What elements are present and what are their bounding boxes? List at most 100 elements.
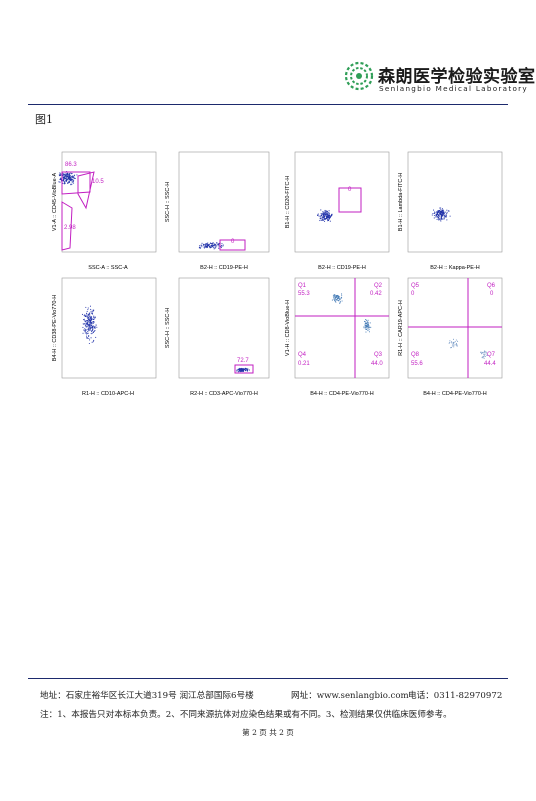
event-dot [212,242,214,244]
event-dot [204,245,206,247]
event-dot [440,220,442,222]
plot-7-q4: Q4 [298,352,307,358]
event-dot [84,330,86,332]
event-dot [324,218,326,221]
event-dot [247,368,249,370]
plot-7-canvas: Q1 55.3 Q2 0.42 Q4 0.21 Q3 44.0 B4-H :: … [285,277,390,397]
event-dot [86,325,88,327]
event-dot [442,212,444,214]
event-dot [329,215,331,218]
event-dot [201,246,203,248]
event-dot [214,244,216,246]
event-dot [92,341,94,343]
event-dot [88,335,90,337]
event-dot [201,242,203,244]
event-dot [82,332,84,334]
event-dot [340,296,342,298]
event-dot [245,370,247,372]
plot-7-q4-val: 0.21 [298,361,310,367]
event-dot [339,301,341,303]
event-dot [87,309,89,311]
event-dot [366,321,369,324]
event-dot [322,213,324,215]
event-dot [338,300,340,302]
footer-phone: 电话：0311-82970972 [408,691,503,701]
flow-plot-3: 0 B2-H :: CD19-PE-H B1-H :: CD20-FITC-H [283,148,395,272]
event-dot [215,244,217,246]
event-dot [240,369,242,371]
event-dot [68,176,71,178]
event-dot [88,337,90,339]
footer-website[interactable]: 网址：www.senlangbio.com [291,691,409,701]
report-header: 森朗医学检验实验室 Senlangbio Medical Laboratory [0,0,536,106]
event-dot [86,313,88,315]
event-dot [435,214,437,216]
event-dot [69,177,71,179]
event-dot [436,218,438,220]
event-dot [323,220,326,222]
event-dot [73,179,75,182]
event-dot [85,326,87,328]
plot-8-dots-a [448,338,459,349]
event-dot [86,315,88,317]
event-dot [240,367,243,369]
event-dot [335,296,337,299]
event-dot [71,172,73,175]
event-dot [323,215,326,217]
plot-3-ylabel: B1-H :: CD20-FITC-H [285,176,291,229]
event-dot [90,333,92,335]
event-dot [328,210,330,212]
event-dot [236,370,238,372]
event-dot [456,343,458,345]
event-dot [439,207,441,209]
event-dot [220,247,222,249]
event-dot [335,296,338,298]
event-dot [324,212,326,214]
event-dot [322,211,324,213]
event-dot [327,219,330,222]
event-dot [86,337,88,339]
event-dot [341,293,343,295]
event-dot [441,208,444,210]
plot-7-dots-b [363,319,372,333]
event-dot [444,211,446,213]
event-dot [64,182,66,185]
event-dot [246,370,248,372]
event-dot [242,370,244,372]
event-dot [214,243,216,245]
event-dot [451,345,453,347]
event-dot [341,300,343,302]
event-dot [324,209,326,211]
event-dot [334,300,336,302]
event-dot [439,210,441,212]
event-dot [88,342,90,345]
event-dot [69,174,71,176]
event-dot [325,215,327,217]
event-dot [334,299,336,302]
flow-plot-7: Q1 55.3 Q2 0.42 Q4 0.21 Q3 44.0 B4-H :: … [283,274,395,398]
event-dot [68,182,70,184]
event-dot [433,217,435,219]
event-dot [366,324,368,326]
event-dot [449,342,451,344]
event-dot [91,312,93,315]
event-dot [208,244,210,246]
event-dot [64,174,66,176]
event-dot [90,308,92,310]
event-dot [89,318,91,320]
event-dot [60,178,62,181]
event-dot [207,245,209,247]
event-dot [211,242,213,245]
event-dot [91,321,94,323]
event-dot [88,324,90,326]
event-dot [205,245,207,247]
event-dot [365,331,367,333]
event-dot [207,244,209,246]
event-dot [436,213,438,215]
event-dot [69,179,72,182]
event-dot [65,179,67,181]
event-dot [216,243,218,245]
plot-5-dots [81,305,98,345]
event-dot [248,369,250,371]
event-dot [483,351,485,353]
